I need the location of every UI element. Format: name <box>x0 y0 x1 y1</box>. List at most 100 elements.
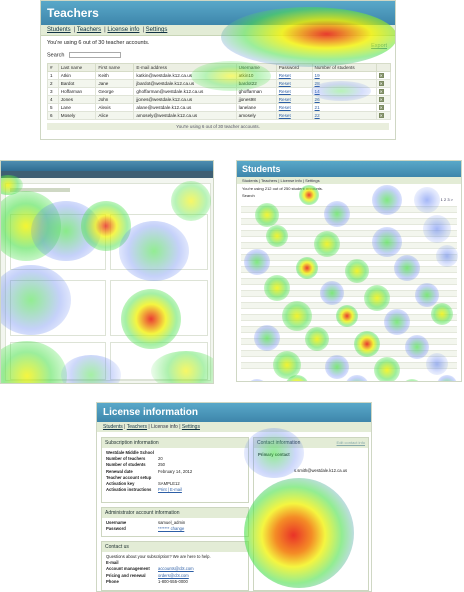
delete-icon[interactable]: ✕ <box>378 73 384 79</box>
table-row <box>241 231 457 237</box>
students-count-link[interactable]: 22 <box>314 113 320 119</box>
table-cell: Keith <box>95 71 135 81</box>
row-number: 3 <box>50 89 53 95</box>
students-count-link[interactable]: 28 <box>314 81 320 87</box>
table-row <box>241 345 457 351</box>
info-value[interactable]: ******* change <box>158 526 185 532</box>
info-row: Activation key SAMPLE12 <box>102 481 248 487</box>
nav-settings[interactable]: Settings <box>145 27 168 33</box>
info-value[interactable]: orders@cbt.com <box>158 572 189 578</box>
table-cell: jjones98 <box>235 95 277 105</box>
table-row <box>241 327 457 333</box>
nav-teachers[interactable]: Teachers <box>76 27 102 33</box>
table-row: 3 Hoffarman George ghoffarman@westdale.k12.… <box>47 87 392 97</box>
subscription-box: Subscription information Westdale Middle… <box>101 437 249 503</box>
export-link[interactable]: Export <box>371 43 387 49</box>
col-number-of-students[interactable]: Number of students <box>311 63 377 73</box>
table-cell: 2 <box>47 79 59 89</box>
table-cell: ✕ <box>375 79 392 89</box>
table-cell: Jane <box>95 79 135 89</box>
cell-email: jbardot@westdale.k12.ca.us <box>136 81 195 87</box>
reset-password-link[interactable]: Reset <box>278 73 291 79</box>
cell-username: ghoffarman <box>238 89 262 95</box>
reset-password-link[interactable]: Reset <box>278 97 291 103</box>
reset-password-link[interactable]: Reset <box>278 81 291 87</box>
email-label: E-mail <box>106 560 119 566</box>
nav-settings[interactable]: Settings <box>305 178 320 183</box>
contact-us-heading: Contact us <box>102 542 248 552</box>
nav-license-info[interactable]: License info <box>107 27 140 33</box>
table-cell: Reset <box>275 103 313 113</box>
table-cell: amosely@westdale.k12.ca.us <box>133 111 237 121</box>
cell-username: amosely <box>238 113 256 119</box>
primary-contact-label: Primary contact <box>258 452 290 457</box>
col-username[interactable]: Username <box>235 63 277 73</box>
account-usage-text: You're using 6 out of 30 teacher account… <box>47 40 150 46</box>
search-input[interactable] <box>68 52 121 58</box>
account-usage-text: You're using 212 out of 250 student acco… <box>242 186 323 191</box>
dashboard-header <box>1 161 213 171</box>
heat-spot <box>244 478 354 588</box>
table-cell: Lane <box>57 103 97 113</box>
delete-icon[interactable]: ✕ <box>378 81 384 87</box>
reset-password-link[interactable]: Reset <box>278 105 291 111</box>
nav-teachers[interactable]: Teachers <box>126 424 148 430</box>
col-first-name[interactable]: First name <box>95 63 135 73</box>
dashboard-heatmap-screenshot <box>0 160 214 384</box>
table-row <box>241 285 457 291</box>
table-cell: Hoffarman <box>57 87 97 97</box>
table-cell: Reset <box>275 95 313 105</box>
edit-contact-link[interactable]: Edit contact info <box>336 440 365 445</box>
table-cell: 5 <box>47 103 59 113</box>
delete-icon[interactable]: ✕ <box>378 113 384 119</box>
breadcrumb: Students | Teachers | License info | Set… <box>237 177 461 184</box>
reset-password-link[interactable]: Reset <box>278 113 291 119</box>
info-value[interactable]: Print | E-mail <box>158 487 182 493</box>
delete-icon[interactable]: ✕ <box>378 105 384 111</box>
breadcrumb: Students | Teachers | License info | Settin… <box>41 25 395 36</box>
table-cell: Reset <box>275 111 313 121</box>
info-label: Pricing and renewal <box>106 572 146 578</box>
nav-settings[interactable]: Settings <box>181 424 200 430</box>
cell-first-name: Jane <box>98 81 109 87</box>
table-row <box>241 225 457 231</box>
info-value: samuel_admin <box>158 520 186 525</box>
reset-password-link[interactable]: Reset <box>278 89 291 95</box>
table-cell: ✕ <box>375 71 392 81</box>
info-value: 250 <box>158 462 165 468</box>
table-row: 4 Jones John jjones@westdale.k12.ca.us jjone… <box>47 95 392 105</box>
info-row: Account management accounts@cbt.com <box>102 566 248 572</box>
table-cell: 22 <box>311 111 377 121</box>
info-label: Number of teachers <box>106 456 146 462</box>
nav-students[interactable]: Students <box>103 424 123 430</box>
cell-last-name: Hoffarman <box>60 89 83 95</box>
heat-spot <box>401 379 423 381</box>
students-table <box>241 201 457 369</box>
page-title: Teachers <box>41 1 395 25</box>
col-email[interactable]: E-mail address <box>133 63 237 73</box>
col-delete <box>375 63 392 73</box>
table-cell: 19 <box>311 71 377 81</box>
cell-last-name: Lane <box>60 105 71 111</box>
table-cell: katkin@westdale.k12.ca.us <box>133 71 237 81</box>
nav-students[interactable]: Students <box>47 27 71 33</box>
nav-students[interactable]: Students <box>242 178 258 183</box>
pagination[interactable]: 1 2 3 > <box>440 197 453 202</box>
cell-username: jjones98 <box>238 97 256 103</box>
students-count-link[interactable]: 26 <box>314 97 320 103</box>
table-row <box>241 333 457 339</box>
col-last-name[interactable]: Last name <box>57 63 97 73</box>
subscription-heading: Subscription information <box>102 438 248 448</box>
students-count-link[interactable]: 14 <box>314 89 320 95</box>
info-label: Renewal date <box>106 468 133 474</box>
delete-icon[interactable]: ✕ <box>378 97 384 103</box>
table-cell: ghoffarman@westdale.k12.ca.us <box>133 87 237 97</box>
nav-license-info[interactable]: License info <box>280 178 302 183</box>
students-count-link[interactable]: 21 <box>314 105 320 111</box>
nav-teachers[interactable]: Teachers <box>261 178 278 183</box>
delete-icon[interactable]: ✕ <box>378 89 384 95</box>
info-label: Password <box>106 526 126 532</box>
info-value[interactable]: accounts@cbt.com <box>158 566 194 572</box>
students-count-link[interactable]: 19 <box>314 73 320 79</box>
cell-email: alane@westdale.k12.ca.us <box>136 105 192 111</box>
